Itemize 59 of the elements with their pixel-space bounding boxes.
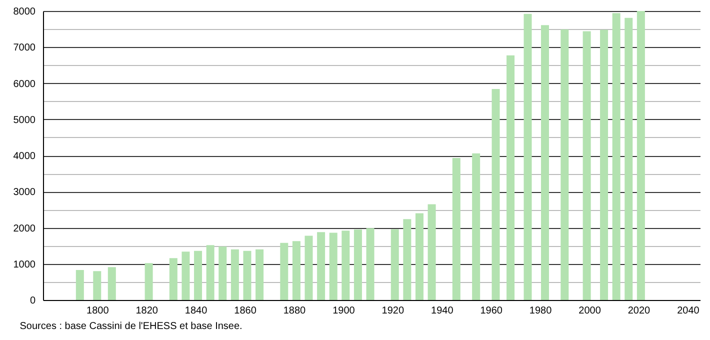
x-tick-label: 2000	[578, 306, 602, 316]
bar	[452, 158, 460, 300]
bar	[366, 228, 374, 300]
bar	[415, 213, 424, 300]
bar	[612, 13, 620, 300]
bar	[403, 219, 412, 300]
x-tick-label: 2040	[677, 306, 700, 316]
x-tick-label: 1980	[529, 306, 552, 316]
x-tick-label: 1860	[234, 306, 257, 316]
bar	[600, 30, 608, 300]
bar	[390, 229, 399, 300]
bar	[256, 249, 264, 300]
bar	[329, 232, 338, 300]
bar	[317, 232, 326, 300]
x-tick-label: 1920	[382, 306, 404, 316]
bar	[472, 153, 480, 300]
bar	[428, 204, 436, 300]
y-tick-label: 7000	[13, 42, 36, 54]
bar	[354, 230, 362, 300]
bar	[182, 252, 190, 300]
bar	[230, 249, 239, 300]
x-tick-label: 1880	[283, 306, 306, 316]
bar	[506, 55, 515, 300]
bar	[93, 271, 102, 300]
bar	[76, 270, 84, 300]
x-tick-label: 1840	[184, 306, 208, 316]
bar	[492, 89, 500, 300]
bar	[280, 242, 288, 300]
bar	[636, 11, 645, 300]
bar	[540, 25, 549, 300]
bar	[169, 258, 178, 300]
y-tick-label: 2000	[13, 223, 36, 234]
bar	[108, 267, 116, 300]
x-tick-label: 1820	[136, 306, 158, 316]
y-tick-label: 1000	[13, 259, 36, 270]
x-tick-label: 1940	[431, 306, 454, 316]
bar	[524, 14, 532, 300]
y-tick-label: 3000	[13, 187, 36, 198]
y-tick-label: 4000	[13, 151, 36, 162]
bar	[624, 18, 633, 300]
source-note: Sources : base Cassini de l'EHESS et base Insee.	[20, 321, 242, 332]
bar	[218, 246, 227, 300]
y-tick-label: 0	[30, 296, 36, 306]
x-tick-label: 1900	[332, 306, 356, 316]
bar	[243, 250, 252, 300]
y-tick-label: 6000	[13, 78, 36, 90]
bar	[292, 241, 300, 300]
y-tick-label: 5000	[13, 114, 36, 126]
bar	[304, 236, 313, 300]
bar	[144, 263, 153, 300]
bar	[560, 29, 569, 300]
bar	[342, 230, 350, 300]
bar	[582, 31, 591, 300]
x-tick-label: 2020	[628, 306, 651, 316]
x-tick-label: 1800	[86, 306, 110, 316]
bar	[206, 245, 214, 300]
bar	[194, 250, 202, 300]
x-tick-label: 1960	[480, 306, 503, 316]
y-tick-label: 8000	[13, 6, 36, 18]
